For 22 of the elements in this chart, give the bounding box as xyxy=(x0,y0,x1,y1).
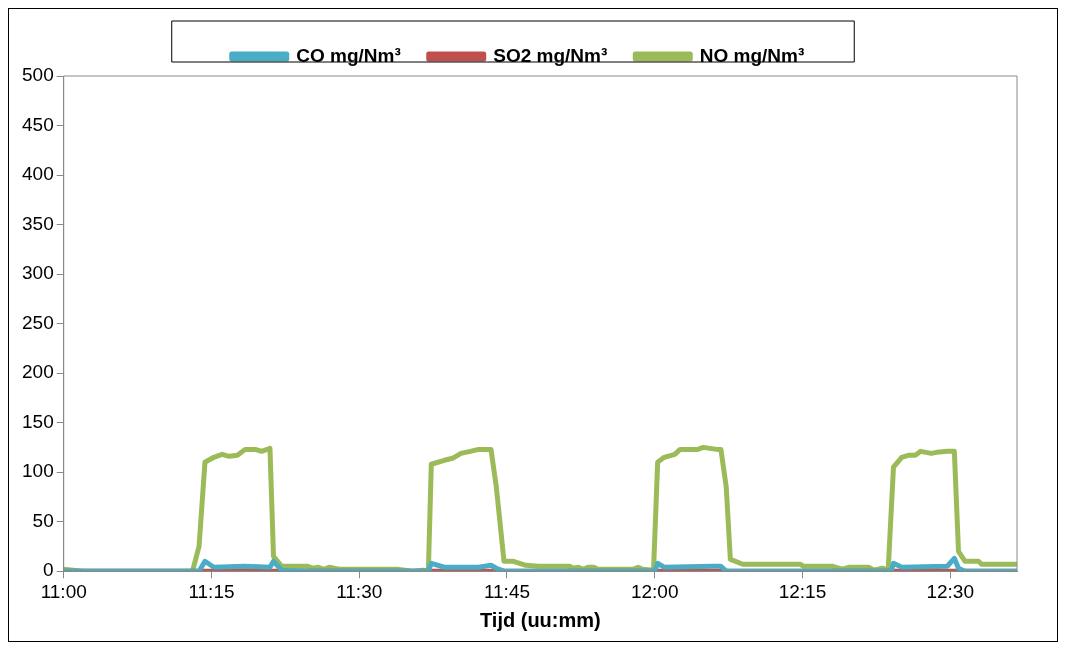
y-tick-label: 50 xyxy=(32,509,54,531)
x-tick-label: 11:15 xyxy=(188,580,235,602)
legend-label: SO2 mg/Nm³ xyxy=(493,44,608,66)
x-tick-label: 12:15 xyxy=(778,580,827,602)
x-tick-label: 11:30 xyxy=(336,580,383,602)
x-tick-label: 11:45 xyxy=(483,580,531,602)
y-tick-label: 100 xyxy=(22,460,54,482)
y-tick-label: 450 xyxy=(22,113,54,135)
legend-label: CO mg/Nm³ xyxy=(296,44,401,66)
x-tick-label: 12:00 xyxy=(630,580,679,602)
x-axis-title: Tijd (uu:mm) xyxy=(479,608,601,631)
x-tick-label: 12:30 xyxy=(926,580,974,602)
y-tick-label: 200 xyxy=(22,361,54,383)
y-tick-label: 250 xyxy=(22,311,54,333)
y-tick-label: 500 xyxy=(22,64,54,86)
y-tick-label: 350 xyxy=(22,212,54,234)
y-tick-label: 0 xyxy=(43,559,54,581)
legend-label: NO mg/Nm³ xyxy=(699,44,805,66)
x-tick-label: 11:00 xyxy=(40,580,87,602)
y-tick-label: 400 xyxy=(22,163,54,185)
y-tick-label: 300 xyxy=(22,262,54,284)
y-tick-label: 150 xyxy=(22,410,54,432)
